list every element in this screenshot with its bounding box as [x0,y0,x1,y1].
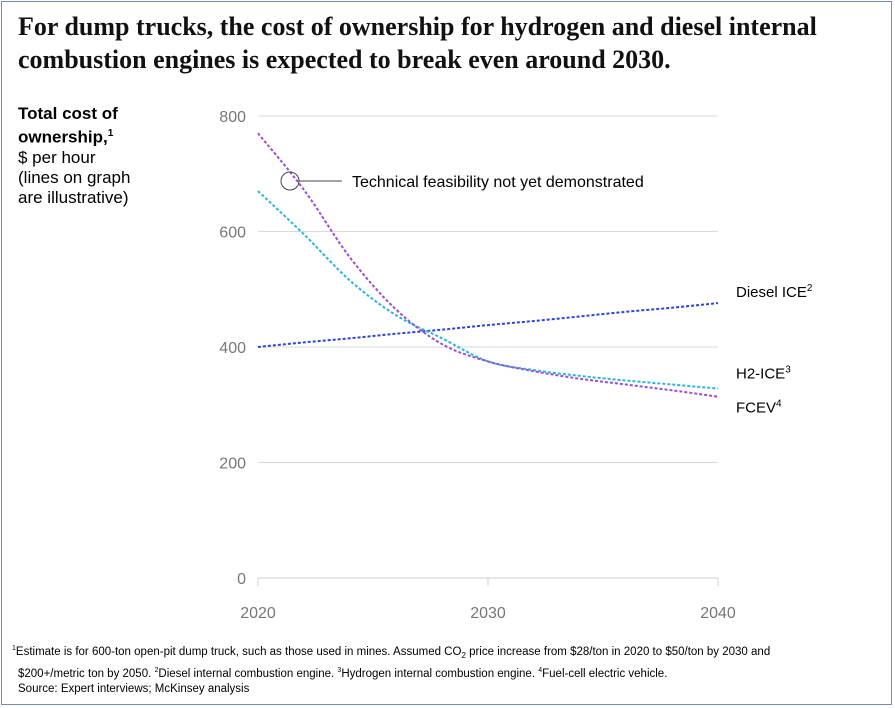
series-line-h2-ice [257,190,719,390]
y-tick-label: 600 [219,225,246,242]
y-tick-label: 0 [237,571,246,588]
series-label-h2-ice: H2-ICE3 [736,365,791,383]
footnote-2: $200+/metric ton by 2050. 2Diesel intern… [18,667,668,680]
y-axis-label-note2: are illustrative) [18,187,129,207]
y-axis-label-footnote-ref: 1 [107,128,114,139]
y-tick-label: 800 [219,109,246,126]
series-line-diesel-ice [257,302,719,348]
y-axis-label: Total cost of ownership,1 $ per hour (li… [18,104,168,208]
y-axis-label-unit: $ per hour [18,147,96,167]
source-note: Source: Expert interviews; McKinsey anal… [18,682,250,695]
annotation-text: Technical feasibility not yet demonstrat… [352,174,644,191]
x-tick-label: 2020 [240,605,276,622]
x-tick-label: 2030 [470,605,506,622]
footnotes: 1Estimate is for 600-ton open-pit dump t… [12,641,892,697]
y-axis-label-line1: Total cost of [18,104,118,123]
y-axis-label-note1: (lines on graph [18,167,131,187]
chart-title: For dump trucks, the cost of ownership f… [18,12,817,74]
y-tick-label: 400 [219,340,246,357]
series-label-diesel-ice: Diesel ICE2 [736,283,813,301]
line-chart: 0 200 400 600 800 2020 2030 2040 Diesel ICE2 H2-I… [219,109,813,622]
y-tick-label: 200 [219,456,246,473]
y-axis-label-line2: ownership, [18,127,108,147]
series-line-fcev [257,132,719,398]
footnote-1: 1Estimate is for 600-ton open-pit dump t… [12,645,771,661]
series-label-fcev: FCEV4 [736,399,782,417]
x-tick-label: 2040 [700,605,736,622]
